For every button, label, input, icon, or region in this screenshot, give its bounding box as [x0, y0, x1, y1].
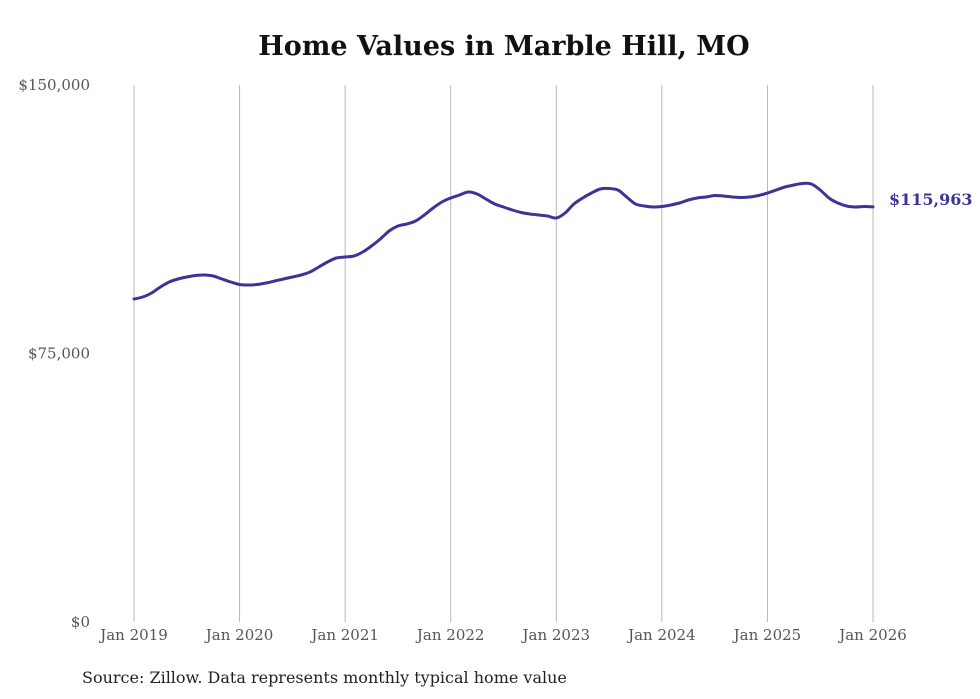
series-layer: $115,963 — [132, 181, 973, 301]
x-tick-label: Jan 2020 — [204, 626, 274, 644]
x-tick-label: Jan 2026 — [837, 626, 907, 644]
gridlines — [133, 85, 874, 622]
chart-title: Home Values in Marble Hill, MO — [258, 31, 750, 62]
y-tick-label: $0 — [71, 613, 90, 631]
y-tick-label: $150,000 — [18, 76, 90, 94]
source-note: Source: Zillow. Data represents monthly … — [82, 668, 567, 687]
x-tick-label: Jan 2021 — [309, 626, 379, 644]
x-tick-label: Jan 2024 — [626, 626, 696, 644]
x-axis-ticks: Jan 2019 Jan 2020 Jan 2021 Jan 2022 Jan 2023… — [98, 626, 907, 644]
x-tick-label: Jan 2019 — [98, 626, 168, 644]
series-line — [132, 181, 875, 301]
x-tick-label: Jan 2025 — [732, 626, 802, 644]
x-tick-label: Jan 2023 — [521, 626, 591, 644]
end-value-label: $115,963 — [889, 190, 973, 209]
y-tick-label: $75,000 — [28, 345, 90, 363]
y-axis-ticks: $0 $75,000 $150,000 — [18, 76, 90, 631]
x-tick-label: Jan 2022 — [415, 626, 485, 644]
